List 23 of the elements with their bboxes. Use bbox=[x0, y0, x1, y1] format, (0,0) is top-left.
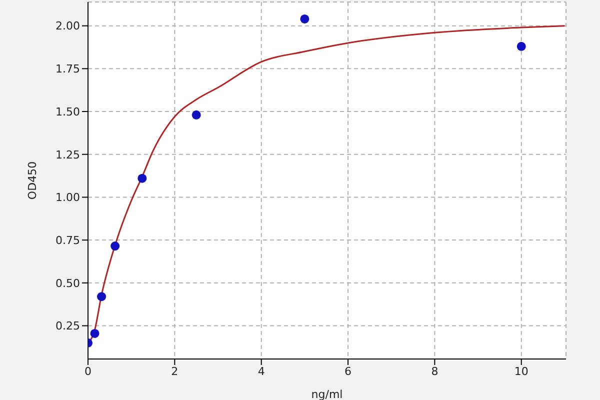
y-tick-label: 1.25 bbox=[56, 148, 80, 162]
point bbox=[90, 328, 100, 338]
point bbox=[516, 42, 526, 51]
y-axis-title: OD450 bbox=[26, 161, 39, 200]
x-tick-label: 2 bbox=[171, 364, 178, 378]
x-tick-label: 4 bbox=[258, 364, 265, 378]
x-tick-label: 8 bbox=[431, 364, 438, 378]
point bbox=[110, 242, 120, 251]
point bbox=[300, 14, 310, 24]
y-tick-label: 1.75 bbox=[56, 62, 80, 76]
y-tick-label: 1.00 bbox=[56, 191, 80, 204]
y-tick-label: 1.50 bbox=[56, 105, 80, 118]
y-tick-label: 0.75 bbox=[56, 234, 80, 247]
point bbox=[138, 174, 147, 183]
point bbox=[97, 292, 106, 302]
x-tick-label: 0 bbox=[84, 364, 92, 378]
point bbox=[192, 110, 201, 120]
y-tick-label: 2.00 bbox=[56, 20, 80, 33]
y-tick-label: 0.25 bbox=[56, 320, 80, 333]
x-tick-label: 10 bbox=[514, 364, 528, 378]
x-axis-title: ng/ml bbox=[311, 388, 343, 400]
x-tick-label: 6 bbox=[344, 364, 352, 378]
y-tick-label: 0.50 bbox=[56, 276, 80, 290]
